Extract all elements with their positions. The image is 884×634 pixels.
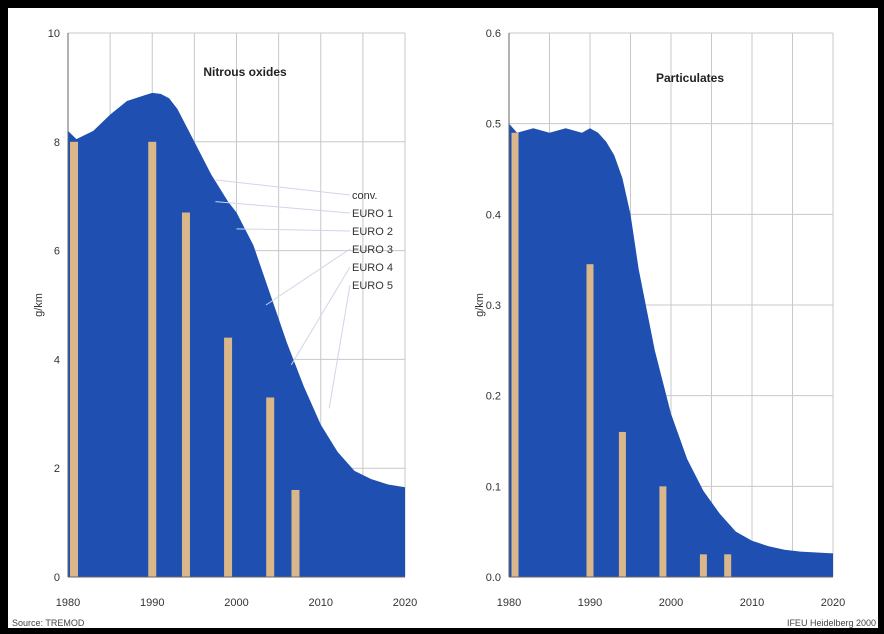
x-tick-label: 2000 [659, 597, 683, 609]
annotation-label: EURO 4 [352, 262, 393, 274]
emission-bar [511, 132, 519, 577]
y-tick-label: 8 [54, 137, 60, 149]
emission-bar [724, 554, 732, 577]
x-tick-label: 2010 [740, 597, 764, 609]
annotation-leader-line [290, 266, 351, 366]
x-tick-label: 2020 [393, 597, 417, 609]
x-tick-label: 1980 [497, 597, 521, 609]
emission-bar [181, 212, 190, 577]
x-tick-label: 1990 [578, 597, 602, 609]
y-tick-label: 2 [54, 463, 60, 475]
x-tick-label: 2000 [224, 597, 248, 609]
emission-bar [70, 141, 78, 578]
y-tick-label: 0.2 [486, 391, 501, 403]
y-axis-label: g/km [474, 293, 486, 317]
y-axis-label: g/km [33, 293, 45, 317]
x-tick-label: 1980 [56, 597, 80, 609]
annotation-label: EURO 3 [352, 244, 393, 256]
annotation-leader-line [215, 201, 351, 214]
nox-chart-title: Nitrous oxides [203, 65, 287, 79]
particulates-panel: 0.0 0.1 0.2 0.3 0.4 0.5 0.6 1980 1990 2000 2010 202… [474, 28, 845, 609]
emission-bar [659, 486, 667, 577]
annotation-leader-line [265, 248, 351, 306]
y-tick-label: 0.5 [486, 119, 501, 131]
y-tick-label: 4 [54, 354, 60, 366]
y-tick-label: 0.3 [486, 300, 501, 312]
y-tick-label: 6 [54, 246, 60, 258]
particulates-chart-title: Particulates [656, 71, 724, 85]
y-tick-label: 0 [54, 572, 60, 584]
emission-bar [291, 489, 300, 577]
emission-bar [618, 431, 626, 577]
x-tick-label: 1990 [140, 597, 164, 609]
annotation-label: EURO 5 [352, 280, 393, 292]
credit-note: IFEU Heidelberg 2000 [787, 618, 876, 628]
y-tick-label: 0.4 [486, 209, 501, 221]
x-tick-label: 2010 [309, 597, 333, 609]
y-tick-label: 0.1 [486, 481, 501, 493]
annotation-leader-line [328, 284, 351, 409]
annotation-label: conv. [352, 190, 377, 202]
nox-panel: 0 2 4 6 8 10 1980 1990 2000 2010 2020 g/km [33, 28, 417, 609]
annotation-leader-line [236, 228, 351, 232]
source-note: Source: TREMOD [12, 618, 85, 628]
y-tick-label: 0.0 [486, 572, 501, 584]
annotation-leader-line [215, 179, 351, 196]
annotation-label: EURO 2 [352, 226, 393, 238]
x-tick-label: 2020 [821, 597, 845, 609]
emission-bar [224, 337, 233, 577]
emission-bar [266, 397, 275, 577]
y-tick-label: 0.6 [486, 28, 501, 40]
annotation-label: EURO 1 [352, 208, 393, 220]
euro-annotations: conv. EURO 1 EURO 2 EURO 3 EURO 4 EURO 5 [215, 179, 393, 409]
emission-bar [699, 554, 707, 577]
emission-bar [148, 141, 157, 578]
y-tick-label: 10 [48, 28, 60, 40]
emission-bar [586, 264, 594, 577]
